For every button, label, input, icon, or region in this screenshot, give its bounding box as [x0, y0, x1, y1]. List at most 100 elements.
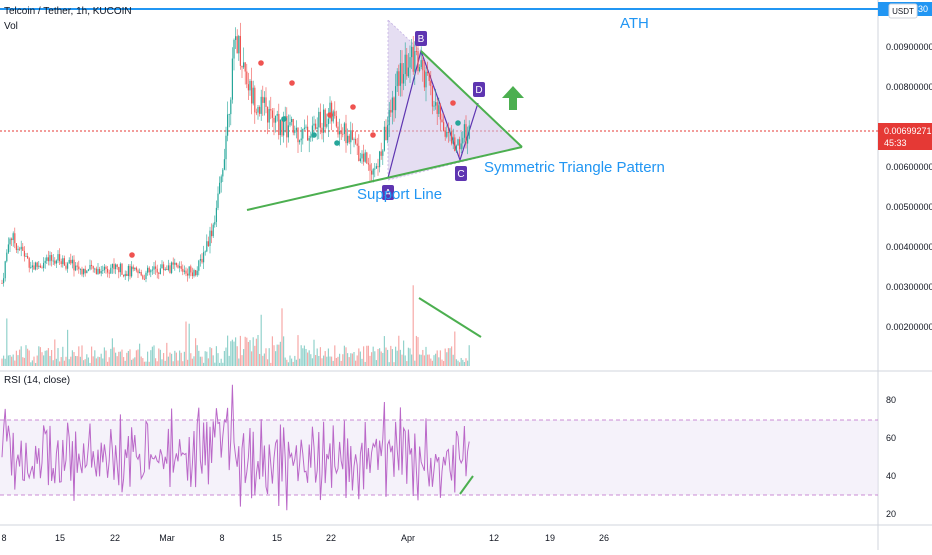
candle-body [15, 243, 17, 251]
candle-body [81, 268, 83, 275]
volume-bar [36, 355, 38, 366]
volume-bar [223, 350, 225, 366]
candle-body [127, 265, 129, 276]
volume-bar [206, 351, 208, 366]
time-axis[interactable]: 8 15 22 Mar 8 15 22 Apr 12 19 26 [1, 533, 609, 543]
volume-bar [1, 358, 3, 366]
point-label-b[interactable]: B [415, 31, 427, 46]
ath-label[interactable]: ATH [620, 15, 649, 32]
volume-bar [366, 345, 368, 366]
rsi-axis[interactable]: 80 60 40 20 [886, 395, 896, 519]
candle-body [60, 261, 62, 265]
volume-label[interactable]: Vol [4, 21, 18, 32]
volume-bars [1, 285, 470, 366]
candle-body [27, 255, 29, 259]
candle-body [332, 111, 334, 122]
candle-body [195, 270, 197, 276]
candle-body [319, 111, 321, 128]
volume-bar [137, 349, 139, 366]
volume-bar [108, 357, 110, 366]
volume-bar [220, 358, 222, 366]
volume-bar [455, 359, 457, 366]
candle-body [236, 36, 238, 54]
candle-body [358, 145, 360, 162]
volume-bar [145, 361, 147, 366]
volume-bar [334, 345, 336, 366]
volume-bar [95, 358, 97, 366]
candle-body [404, 54, 406, 75]
candle-body [329, 102, 331, 119]
point-label-c[interactable]: C [455, 166, 467, 181]
candle-body [289, 122, 291, 126]
volume-bar [364, 361, 366, 366]
volume-trend-line[interactable] [418, 297, 482, 338]
candle-body [89, 264, 91, 270]
price-tick-label: 0.00500000 [886, 202, 932, 212]
candle-body [367, 163, 369, 165]
candle-body [271, 110, 273, 118]
volume-bar [361, 358, 363, 366]
volume-bar [273, 345, 275, 366]
volume-bar [12, 354, 14, 366]
resistance-line[interactable] [420, 50, 523, 148]
volume-bar [318, 355, 320, 366]
rsi-label[interactable]: RSI (14, close) [4, 375, 71, 386]
candle-body [303, 127, 305, 129]
volume-bar [113, 347, 115, 366]
rsi-trend-line[interactable] [459, 475, 474, 495]
candle-body [180, 266, 182, 269]
currency-badge-text: USDT [892, 7, 914, 16]
candle-body [63, 258, 65, 266]
candle-body [100, 271, 102, 274]
point-label-d[interactable]: D [473, 82, 485, 97]
volume-bar [131, 359, 133, 366]
volume-bar [367, 345, 369, 366]
currency-badge[interactable]: USDT [888, 3, 918, 19]
volume-bar [393, 362, 395, 366]
candle-body [419, 67, 421, 72]
volume-bar [187, 359, 189, 366]
candle-body [294, 130, 296, 133]
candle-body [399, 63, 401, 86]
candle-body [228, 114, 230, 115]
volume-bar [391, 349, 393, 366]
price-axis[interactable]: 0.009000000.008000000.007000000.00600000… [886, 42, 932, 332]
volume-bar [43, 355, 45, 366]
point-label-a[interactable]: A [382, 185, 394, 200]
candle-body [215, 207, 217, 222]
volume-bar [438, 357, 440, 366]
candle-body [377, 166, 379, 168]
candle-body [444, 130, 446, 137]
support-label[interactable]: Support Line [357, 186, 442, 203]
volume-bar [324, 351, 326, 366]
volume-bar [343, 345, 345, 366]
candle-body [169, 265, 171, 273]
candle-body [212, 224, 214, 237]
candle-body [115, 264, 117, 270]
volume-bar [219, 362, 221, 366]
volume-bar [78, 346, 80, 366]
candle-body [183, 270, 185, 272]
candle-body [359, 158, 361, 162]
candle-body [71, 259, 73, 264]
candle-body [318, 111, 320, 128]
volume-bar [225, 347, 227, 366]
volume-bar [174, 350, 176, 366]
candle-body [129, 265, 131, 277]
candle-body [255, 112, 257, 114]
volume-bar [215, 346, 217, 366]
candle-body [198, 260, 200, 271]
volume-bar [70, 356, 72, 366]
pattern-label[interactable]: Symmetric Triangle Pattern [484, 159, 665, 176]
volume-bar [238, 358, 240, 366]
candle-body [247, 84, 249, 91]
volume-bar [47, 348, 49, 366]
candle-body [199, 259, 201, 261]
price-pane[interactable] [0, 0, 878, 370]
candle-body [364, 152, 366, 162]
volume-bar [244, 336, 246, 366]
volume-bar [22, 357, 24, 366]
symbol-title[interactable]: Telcoin / Tether, 1h, KUCOIN [4, 6, 132, 17]
support-line[interactable] [246, 146, 523, 211]
